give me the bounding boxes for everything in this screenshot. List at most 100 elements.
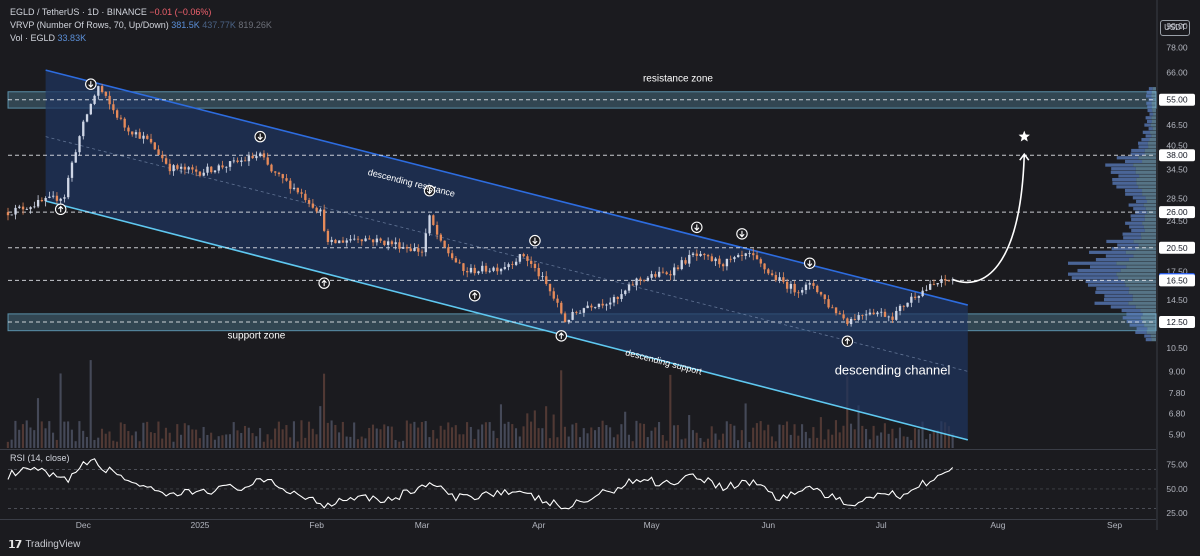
candle-up (936, 283, 939, 285)
candle-down (368, 238, 371, 240)
candle-down (383, 240, 386, 245)
vrvp-bar-up (1125, 221, 1143, 225)
candle-up (594, 306, 597, 308)
vrvp-bar-up (1087, 283, 1126, 287)
currency-button[interactable]: USDT (1160, 20, 1190, 36)
volume-bar (172, 441, 175, 448)
candle-down (417, 248, 420, 252)
volume-bar (488, 422, 491, 448)
volume-bar (360, 436, 363, 448)
key-levels (8, 99, 1156, 323)
tradingview-logo-icon: 𝟭𝟳 (8, 539, 22, 551)
volume-bar (251, 433, 254, 448)
volume-bar (895, 438, 898, 448)
candle-up (895, 310, 898, 320)
candle-up (917, 296, 921, 298)
volume-bar (379, 429, 382, 448)
vrvp-bar-down (1128, 258, 1156, 262)
candle-down (770, 273, 774, 276)
volume-bar (18, 429, 21, 448)
vrvp-bar-up (1089, 250, 1126, 254)
volume-bar (831, 434, 834, 448)
volume-bar (586, 433, 589, 448)
price-tick: 5.90 (1169, 430, 1186, 440)
volume-bars (6, 360, 954, 448)
vrvp-bar-down (1135, 167, 1156, 171)
volume-bar (740, 430, 743, 448)
volume-bar (443, 429, 446, 448)
candle-down (654, 274, 657, 277)
price-tick: 26.00 (1166, 207, 1188, 217)
volume-bar (134, 431, 137, 448)
candle-down (405, 246, 409, 249)
volume-bar (503, 423, 506, 448)
vrvp-bar-down (1136, 247, 1156, 251)
volume-bar (349, 436, 352, 448)
vrvp-bar-up (1131, 218, 1145, 222)
candle-down (21, 206, 25, 210)
price-tick: 38.00 (1166, 150, 1188, 160)
level-price-badge (1159, 206, 1195, 219)
volume-bar (605, 425, 608, 448)
candle-down (236, 160, 239, 162)
vrvp-legend[interactable]: VRVP (Number Of Rows, 70, Up/Down) 381.5… (10, 20, 272, 30)
candle-up (910, 296, 913, 303)
candle-down (846, 318, 849, 325)
price-tick: 6.80 (1169, 408, 1186, 418)
tradingview-logo[interactable]: 𝟭𝟳 TradingView (8, 538, 80, 551)
volume-bar (164, 427, 168, 448)
vrvp-bar-up (1136, 199, 1148, 204)
candle-down (221, 165, 224, 168)
symbol-name: EGLD / TetherUS · 1D · BINANCE (10, 7, 147, 17)
level-price-badge (1159, 93, 1195, 106)
candle-down (774, 275, 778, 281)
candle-down (902, 305, 905, 307)
volume-bar (259, 428, 262, 448)
candle-down (552, 291, 555, 299)
vrvp-bar-up (1145, 116, 1152, 120)
volume-bar (338, 432, 341, 448)
volume-bar (661, 434, 664, 448)
symbol-legend[interactable]: EGLD / TetherUS · 1D · BINANCE −0.01 (−0… (10, 7, 211, 17)
level-price-badge (1159, 274, 1195, 287)
volume-bar (213, 439, 216, 448)
vrvp-bar-down (1125, 283, 1156, 287)
vrvp-bar-up (1068, 272, 1117, 276)
candle-down (390, 241, 394, 245)
volume-bar (439, 425, 442, 448)
arrow-glyph (694, 224, 700, 231)
candle-down (108, 95, 111, 105)
volume-bar (778, 424, 781, 448)
candle-down (161, 154, 164, 159)
volume-bar (635, 420, 638, 448)
volume-bar (112, 440, 115, 448)
candle-down (842, 314, 845, 319)
price-tick: 17.50 (1166, 267, 1188, 277)
vrvp-bar-up (1089, 265, 1127, 269)
vrvp-bar-up (1105, 254, 1134, 258)
vrvp-bar-up (1095, 258, 1129, 262)
candle-up (481, 265, 484, 272)
volume-legend[interactable]: Vol · EGLD 33.83K (10, 33, 86, 43)
candle-down (251, 155, 254, 159)
candle-up (605, 304, 608, 306)
volume-bar (274, 428, 277, 448)
volume-bar (688, 415, 691, 448)
volume-bar (861, 425, 864, 448)
candle-up (48, 196, 51, 198)
vrvp-bar-down (1136, 181, 1156, 185)
volume-bar (176, 424, 179, 448)
channel-fill (45, 70, 968, 440)
candle-up (469, 267, 473, 273)
candle-up (477, 271, 480, 274)
volume-bar (910, 440, 913, 448)
price-tick: 46.50 (1166, 120, 1188, 130)
candle-up (801, 290, 804, 293)
candle-up (134, 132, 138, 135)
volume-bar (657, 422, 661, 448)
candle-up (18, 206, 21, 208)
vrvp-bar-down (1149, 138, 1156, 142)
volume-bar (511, 424, 514, 448)
volume-bar (469, 426, 472, 448)
